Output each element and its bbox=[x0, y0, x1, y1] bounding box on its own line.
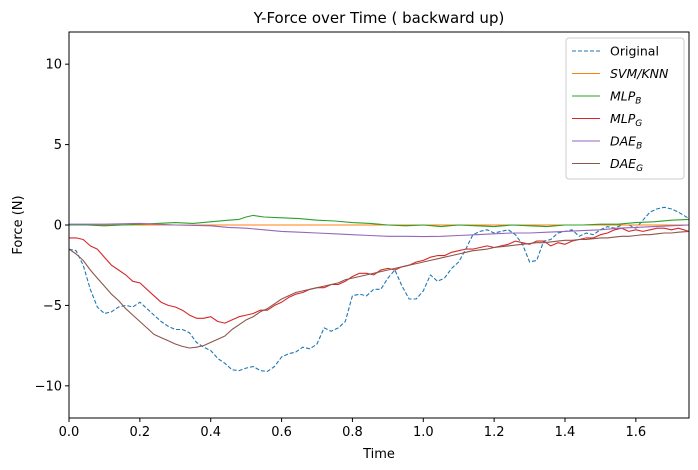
x-tick-label: 0.0 bbox=[59, 425, 80, 440]
legend-label-main: SVM/KNN bbox=[610, 66, 669, 81]
legend-label-main: DAE bbox=[610, 156, 636, 171]
y-axis-label: Force (N) bbox=[11, 195, 26, 254]
axis-ticks: 0.0 0.2 0.4 0.6 0.8 1.0 1.2 1.4 1.6 10 5 0 −5 −10 bbox=[35, 58, 647, 440]
x-tick-label: 1.6 bbox=[626, 425, 647, 440]
legend-label: SVM/KNN bbox=[610, 66, 669, 81]
y-tick-label: 10 bbox=[45, 58, 62, 73]
legend-label-subscript: B bbox=[635, 97, 641, 107]
legend-label: DAEG bbox=[610, 156, 643, 174]
x-tick-label: 0.8 bbox=[342, 425, 363, 440]
series-line-4 bbox=[69, 222, 690, 238]
x-tick-label: 1.0 bbox=[413, 425, 434, 440]
legend-label: DAEB bbox=[610, 134, 642, 152]
y-tick-label: −10 bbox=[35, 379, 62, 394]
y-tick-label: 0 bbox=[54, 219, 62, 234]
series-line-0 bbox=[68, 206, 690, 372]
y-tick-label: 5 bbox=[54, 138, 62, 153]
x-tick-label: 0.4 bbox=[200, 425, 221, 440]
x-tick-label: 0.2 bbox=[130, 425, 151, 440]
legend-label-subscript: B bbox=[636, 142, 642, 152]
x-tick-label: 1.2 bbox=[484, 425, 505, 440]
legend-label-main: DAE bbox=[610, 134, 636, 149]
legend-label-main: MLP bbox=[610, 89, 636, 104]
legend-label-subscript: G bbox=[636, 164, 643, 174]
legend-label: Original bbox=[610, 44, 659, 59]
legend-label: MLPG bbox=[610, 111, 642, 129]
chart-title: Y-Force over Time ( backward up) bbox=[253, 9, 505, 27]
series-line-3 bbox=[69, 227, 690, 324]
legend-label-main: MLP bbox=[610, 111, 636, 126]
series-line-2 bbox=[69, 214, 690, 228]
x-tick-label: 0.6 bbox=[271, 425, 292, 440]
y-tick-label: −5 bbox=[43, 299, 62, 314]
x-tick-label: 1.4 bbox=[555, 425, 576, 440]
series-layer bbox=[68, 206, 690, 372]
plot-frame bbox=[68, 31, 690, 419]
legend-label-subscript: G bbox=[635, 119, 642, 129]
legend-label: MLPB bbox=[610, 89, 641, 107]
x-axis-label: Time bbox=[362, 447, 395, 462]
series-line-5 bbox=[68, 230, 690, 349]
legend-label-main: Original bbox=[610, 44, 659, 59]
